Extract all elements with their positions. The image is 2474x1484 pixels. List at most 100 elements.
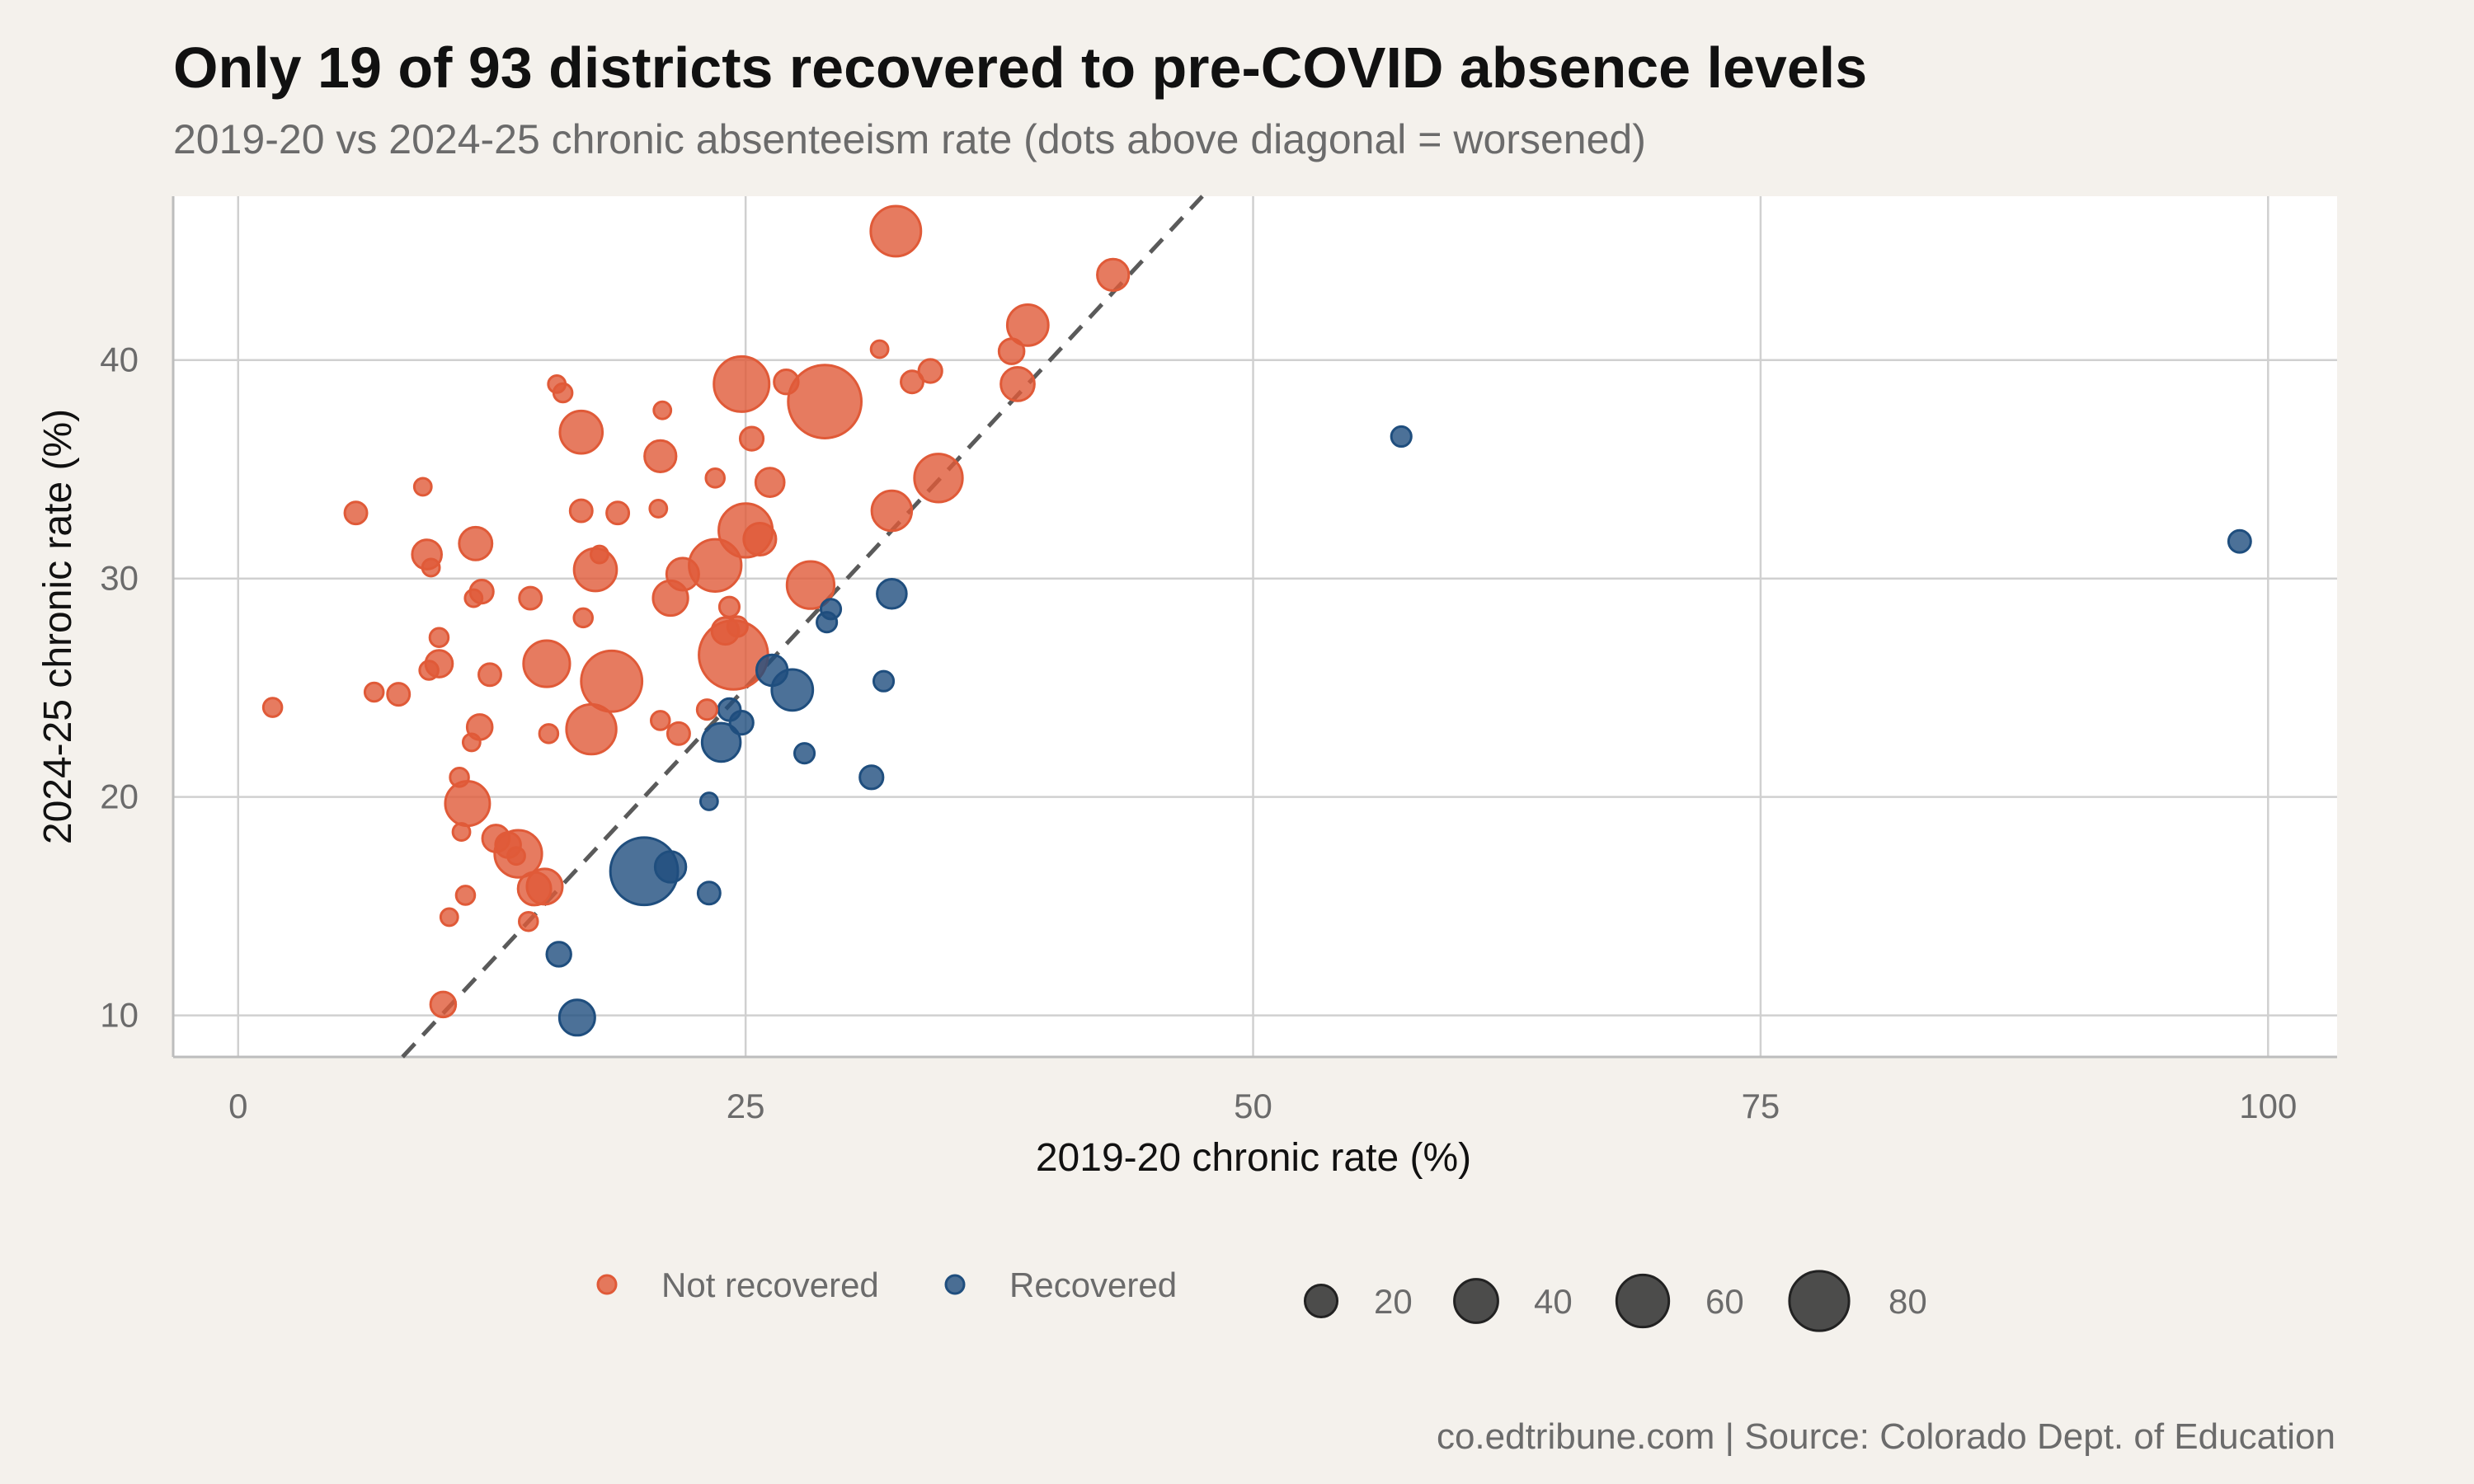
data-point-not-recovered xyxy=(565,702,618,756)
data-point-not-recovered xyxy=(444,780,492,828)
data-point-not-recovered xyxy=(451,822,472,842)
data-point-not-recovered xyxy=(590,544,609,565)
data-point-not-recovered xyxy=(454,885,477,906)
data-point-not-recovered xyxy=(518,585,543,611)
data-point-not-recovered xyxy=(506,846,526,866)
data-point-not-recovered xyxy=(547,373,567,394)
data-point-not-recovered xyxy=(449,767,470,788)
data-point-not-recovered xyxy=(649,710,671,731)
data-point-not-recovered xyxy=(429,990,458,1019)
x-axis-title: 2019-20 chronic rate (%) xyxy=(1036,1136,1471,1180)
data-point-not-recovered xyxy=(742,521,778,557)
data-point-recovered xyxy=(793,742,816,765)
data-point-not-recovered xyxy=(516,871,553,907)
data-point-not-recovered xyxy=(870,489,914,533)
data-point-recovered xyxy=(1390,425,1413,448)
y-tick-label: 10 xyxy=(100,996,139,1035)
data-point-not-recovered xyxy=(572,607,595,629)
data-point-not-recovered xyxy=(477,662,502,688)
data-point-recovered xyxy=(696,881,722,906)
data-point-recovered xyxy=(2227,528,2252,554)
data-point-not-recovered xyxy=(428,627,450,649)
data-point-not-recovered xyxy=(704,467,727,489)
data-point-recovered xyxy=(717,697,742,722)
data-point-not-recovered xyxy=(418,660,440,681)
data-point-not-recovered xyxy=(997,337,1026,365)
data-point-not-recovered xyxy=(738,425,765,452)
data-point-not-recovered xyxy=(386,682,412,707)
data-point-not-recovered xyxy=(869,339,890,359)
x-tick-label: 0 xyxy=(228,1087,247,1125)
legend-label-recovered: Recovered xyxy=(1009,1266,1177,1304)
data-point-not-recovered xyxy=(695,698,718,721)
legend-size-key xyxy=(1615,1273,1671,1329)
legend-key-not-recovered xyxy=(596,1274,618,1295)
data-point-not-recovered xyxy=(785,560,836,610)
data-point-not-recovered xyxy=(412,477,433,497)
x-tick-label: 100 xyxy=(2239,1087,2297,1125)
data-point-not-recovered xyxy=(522,639,571,688)
data-point-not-recovered xyxy=(605,500,631,526)
data-point-not-recovered xyxy=(726,615,749,638)
chart-title: Only 19 of 93 districts recovered to pre… xyxy=(173,35,1868,100)
data-point-not-recovered xyxy=(343,500,369,526)
data-point-not-recovered xyxy=(754,467,786,498)
reference-line xyxy=(401,195,1204,1059)
data-point-recovered xyxy=(819,598,843,621)
legend-size-label: 20 xyxy=(1374,1282,1413,1321)
data-point-not-recovered xyxy=(652,400,673,420)
grid-lines xyxy=(173,196,2337,1057)
legend: Not recovered Recovered 20 40 60 80 xyxy=(596,1266,1927,1332)
legend-size-label: 80 xyxy=(1888,1282,1927,1321)
axis-tick-labels: 0 25 50 75 100 10 20 30 40 xyxy=(100,340,2297,1125)
legend-size-key xyxy=(1303,1283,1339,1319)
legend-size-label: 40 xyxy=(1534,1282,1573,1321)
data-point-not-recovered xyxy=(900,369,924,395)
data-point-not-recovered xyxy=(787,364,863,439)
data-point-not-recovered xyxy=(461,732,482,753)
plot-panel xyxy=(173,196,2337,1057)
data-point-recovered xyxy=(876,577,908,610)
data-point-not-recovered xyxy=(869,204,923,258)
legend-size-key xyxy=(1788,1270,1851,1332)
data-point-recovered xyxy=(557,998,596,1037)
data-point-not-recovered xyxy=(421,557,441,578)
y-axis-title: 2024-25 chronic rate (%) xyxy=(36,409,80,844)
reference-line-group xyxy=(401,195,1204,1059)
legend-key-recovered xyxy=(944,1274,966,1295)
data-point-not-recovered xyxy=(999,366,1036,402)
data-point-recovered xyxy=(545,941,572,968)
y-tick-label: 30 xyxy=(100,559,139,598)
data-point-not-recovered xyxy=(665,556,700,592)
data-point-not-recovered xyxy=(580,649,644,713)
data-point-not-recovered xyxy=(717,595,741,618)
data-point-not-recovered xyxy=(261,697,284,718)
data-point-not-recovered xyxy=(439,907,459,928)
data-point-not-recovered xyxy=(538,723,560,744)
data-point-not-recovered xyxy=(913,453,964,504)
data-point-not-recovered xyxy=(1005,303,1050,347)
y-tick-label: 40 xyxy=(100,340,139,379)
data-point-not-recovered xyxy=(643,439,678,473)
data-point-not-recovered xyxy=(568,498,594,524)
legend-size-key xyxy=(1453,1278,1499,1324)
caption: co.edtribune.com | Source: Colorado Dept… xyxy=(1436,1416,2335,1457)
data-point-not-recovered xyxy=(648,499,669,519)
legend-size-label: 60 xyxy=(1705,1282,1744,1321)
data-point-recovered xyxy=(755,653,789,688)
data-point-not-recovered xyxy=(458,525,494,561)
data-point-not-recovered xyxy=(666,721,691,746)
data-point-not-recovered xyxy=(363,681,385,703)
x-tick-label: 25 xyxy=(727,1087,765,1125)
data-point-not-recovered xyxy=(1096,257,1131,293)
x-tick-label: 50 xyxy=(1234,1087,1272,1125)
data-point-recovered xyxy=(698,791,719,811)
x-tick-label: 75 xyxy=(1742,1087,1780,1125)
data-point-not-recovered xyxy=(713,355,771,413)
chart-subtitle: 2019-20 vs 2024-25 chronic absenteeism r… xyxy=(173,116,1646,162)
legend-label-not-recovered: Not recovered xyxy=(661,1266,879,1304)
data-point-recovered xyxy=(858,764,885,791)
data-point-not-recovered xyxy=(917,358,943,384)
data-point-recovered xyxy=(872,669,896,693)
